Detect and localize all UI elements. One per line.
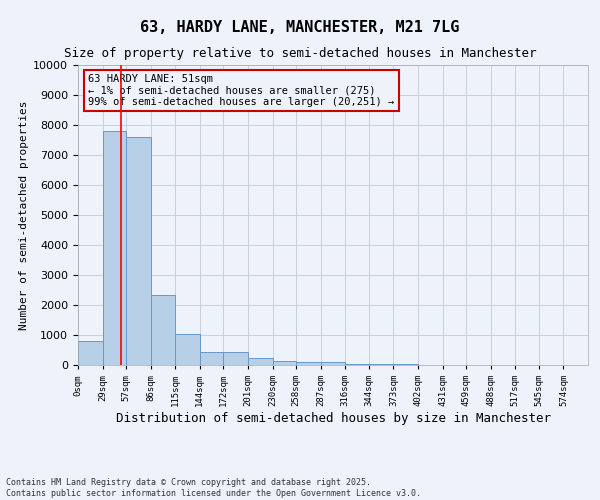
- Bar: [126, 137, 151, 365]
- Bar: [78, 341, 103, 365]
- Bar: [200, 352, 223, 365]
- Bar: [345, 364, 369, 365]
- Bar: [369, 364, 394, 365]
- Bar: [296, 362, 321, 365]
- Bar: [272, 360, 296, 365]
- X-axis label: Distribution of semi-detached houses by size in Manchester: Distribution of semi-detached houses by …: [115, 412, 551, 425]
- Text: 63, HARDY LANE, MANCHESTER, M21 7LG: 63, HARDY LANE, MANCHESTER, M21 7LG: [140, 20, 460, 35]
- Bar: [394, 364, 418, 365]
- Bar: [151, 294, 175, 365]
- Bar: [248, 358, 272, 365]
- Text: Contains HM Land Registry data © Crown copyright and database right 2025.
Contai: Contains HM Land Registry data © Crown c…: [6, 478, 421, 498]
- Y-axis label: Number of semi-detached properties: Number of semi-detached properties: [19, 100, 29, 330]
- Bar: [103, 131, 126, 365]
- Text: Size of property relative to semi-detached houses in Manchester: Size of property relative to semi-detach…: [64, 48, 536, 60]
- Text: 63 HARDY LANE: 51sqm
← 1% of semi-detached houses are smaller (275)
99% of semi-: 63 HARDY LANE: 51sqm ← 1% of semi-detach…: [88, 74, 394, 107]
- Bar: [175, 334, 200, 365]
- Bar: [321, 362, 345, 365]
- Bar: [223, 352, 248, 365]
